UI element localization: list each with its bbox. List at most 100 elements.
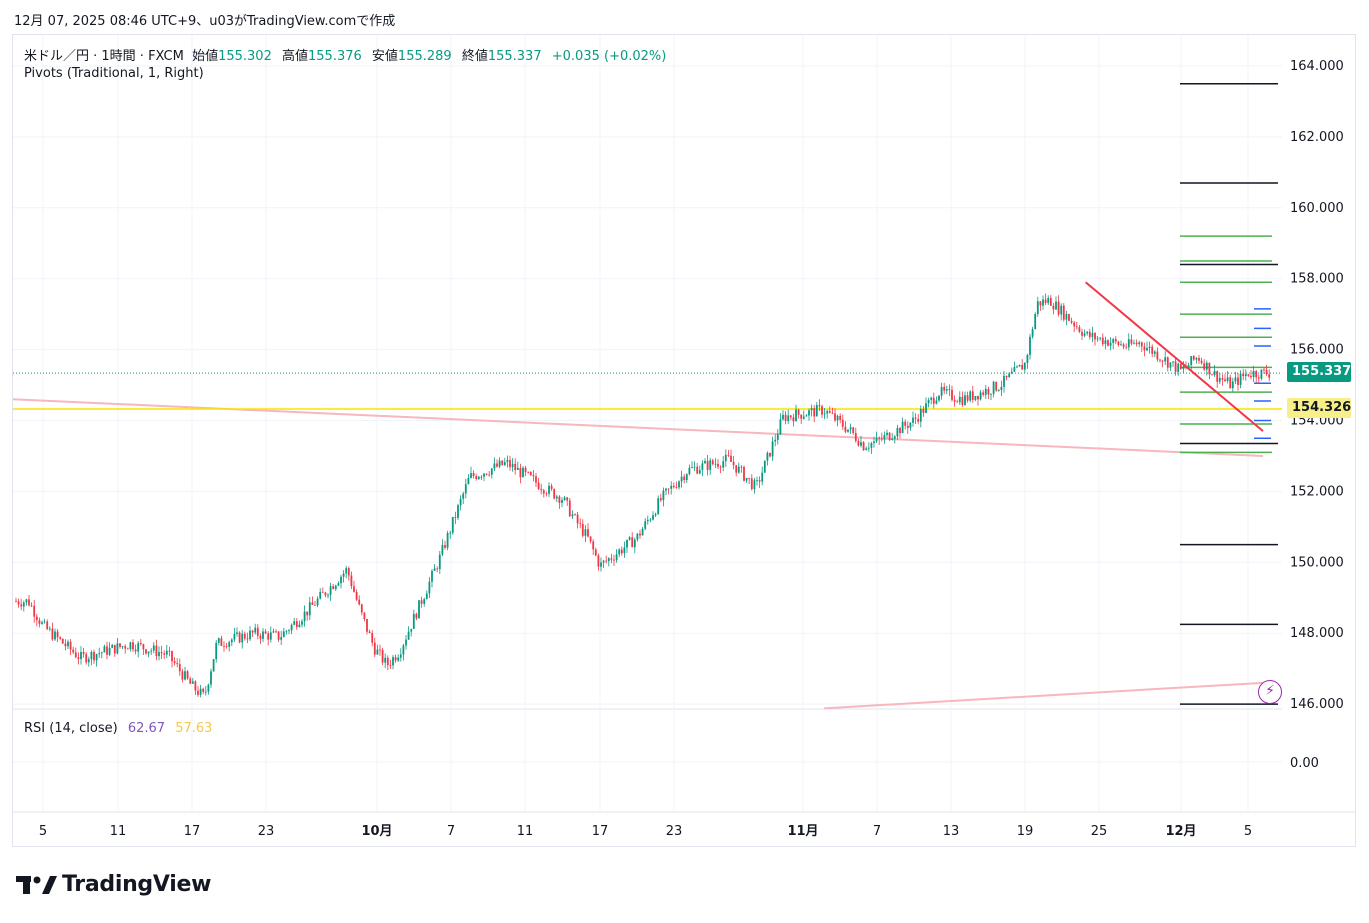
candle-body	[1151, 346, 1154, 354]
candle-body	[1127, 339, 1130, 348]
candle-body	[451, 516, 454, 533]
candle-body	[865, 448, 868, 451]
candle-body	[828, 411, 831, 413]
candle-body	[953, 399, 956, 402]
candle-body	[1179, 363, 1182, 369]
candle-body	[1203, 363, 1206, 370]
flash-icon[interactable]: ⚡	[1258, 680, 1282, 704]
candle-body	[314, 604, 316, 606]
tradingview-logo[interactable]: TradingView	[16, 872, 211, 897]
x-tick-label: 7	[447, 824, 455, 839]
channel-upper-line	[12, 398, 1264, 457]
candle-body	[667, 488, 670, 490]
candle-body	[956, 401, 959, 403]
candle-body	[288, 630, 290, 632]
candle-body	[93, 651, 95, 661]
candle-body	[1036, 301, 1039, 315]
candle-body	[490, 468, 493, 475]
candle-body	[384, 657, 387, 663]
x-tick-label: 17	[184, 824, 201, 839]
low-label: 安値	[371, 49, 398, 64]
candle-body	[22, 602, 25, 607]
rsi-legend[interactable]: RSI (14, close) 62.67 57.63	[24, 721, 212, 736]
candle-body	[1169, 362, 1172, 368]
candle-body	[888, 432, 891, 440]
candle-body	[761, 472, 764, 482]
candle-body	[290, 624, 293, 631]
candle-body	[925, 403, 927, 413]
candle-body	[722, 461, 725, 468]
candle-body	[54, 631, 56, 640]
candle-body	[59, 637, 62, 639]
x-axis: 5 11 17 23 10月 7 11 17 23 11月 7 13 19 25 12月 5	[39, 824, 1252, 839]
candle-body	[236, 632, 238, 634]
candle-body	[249, 630, 251, 640]
candle-body	[862, 442, 865, 451]
candle-body	[1257, 377, 1260, 379]
candle-body	[467, 477, 470, 485]
symbol-label[interactable]: 米ドル／円 · 1時間 · FXCM	[24, 49, 184, 64]
candle-body	[774, 439, 777, 442]
candle-body	[119, 643, 121, 647]
y-tick-label: 152.000	[1290, 484, 1344, 499]
candle-body	[974, 395, 977, 400]
candle-body	[680, 476, 683, 482]
candle-body	[280, 637, 283, 640]
candle-body	[1094, 333, 1096, 340]
candle-body	[927, 399, 930, 404]
candle-body	[1239, 373, 1242, 385]
candle-body	[272, 631, 275, 633]
candle-body	[657, 498, 660, 514]
pivots-indicator-label[interactable]: Pivots (Traditional, 1, Right)	[24, 66, 204, 81]
candle-body	[1237, 377, 1239, 385]
candle-body	[340, 576, 342, 584]
candle-body	[215, 642, 218, 660]
x-tick-label: 19	[1017, 824, 1034, 839]
candle-body	[810, 408, 813, 411]
candle-body	[815, 405, 818, 417]
candle-body	[875, 437, 878, 442]
candle-body	[997, 389, 1000, 391]
candle-body	[285, 630, 288, 632]
candle-body	[678, 481, 680, 488]
candle-body	[870, 443, 873, 448]
candle-body	[301, 621, 303, 625]
candle-body	[95, 654, 98, 661]
candle-body	[542, 490, 545, 494]
candle-body	[709, 460, 712, 470]
candle-body	[685, 474, 688, 481]
candle-body	[1107, 340, 1109, 346]
candle-body	[1062, 305, 1065, 320]
candle-body	[511, 463, 514, 468]
candle-body	[1075, 326, 1078, 328]
candle-body	[613, 559, 615, 561]
candle-body	[823, 413, 826, 415]
candle-body	[849, 427, 852, 430]
x-tick-label: 11月	[787, 824, 818, 839]
candle-body	[108, 647, 111, 655]
candle-body	[275, 631, 277, 633]
candle-body	[1057, 301, 1060, 315]
candle-body	[345, 568, 348, 574]
candle-body	[446, 533, 449, 548]
candle-body	[836, 415, 839, 421]
candle-body	[1034, 314, 1037, 330]
chart-frame[interactable]	[12, 34, 1356, 847]
candle-body	[688, 467, 691, 475]
candle-body	[555, 496, 558, 499]
candle-body	[20, 604, 23, 607]
candle-body	[1096, 338, 1099, 340]
candle-body	[826, 411, 829, 414]
candle-body	[1003, 375, 1005, 387]
candle-body	[1231, 381, 1234, 389]
candle-body	[854, 433, 857, 441]
candle-body	[922, 408, 925, 413]
candle-body	[165, 650, 168, 655]
candle-body	[1263, 369, 1265, 371]
candle-body	[704, 460, 706, 464]
candle-body	[904, 421, 907, 426]
candle-body	[137, 643, 140, 652]
candle-body	[945, 389, 948, 391]
candle-body	[480, 476, 483, 478]
